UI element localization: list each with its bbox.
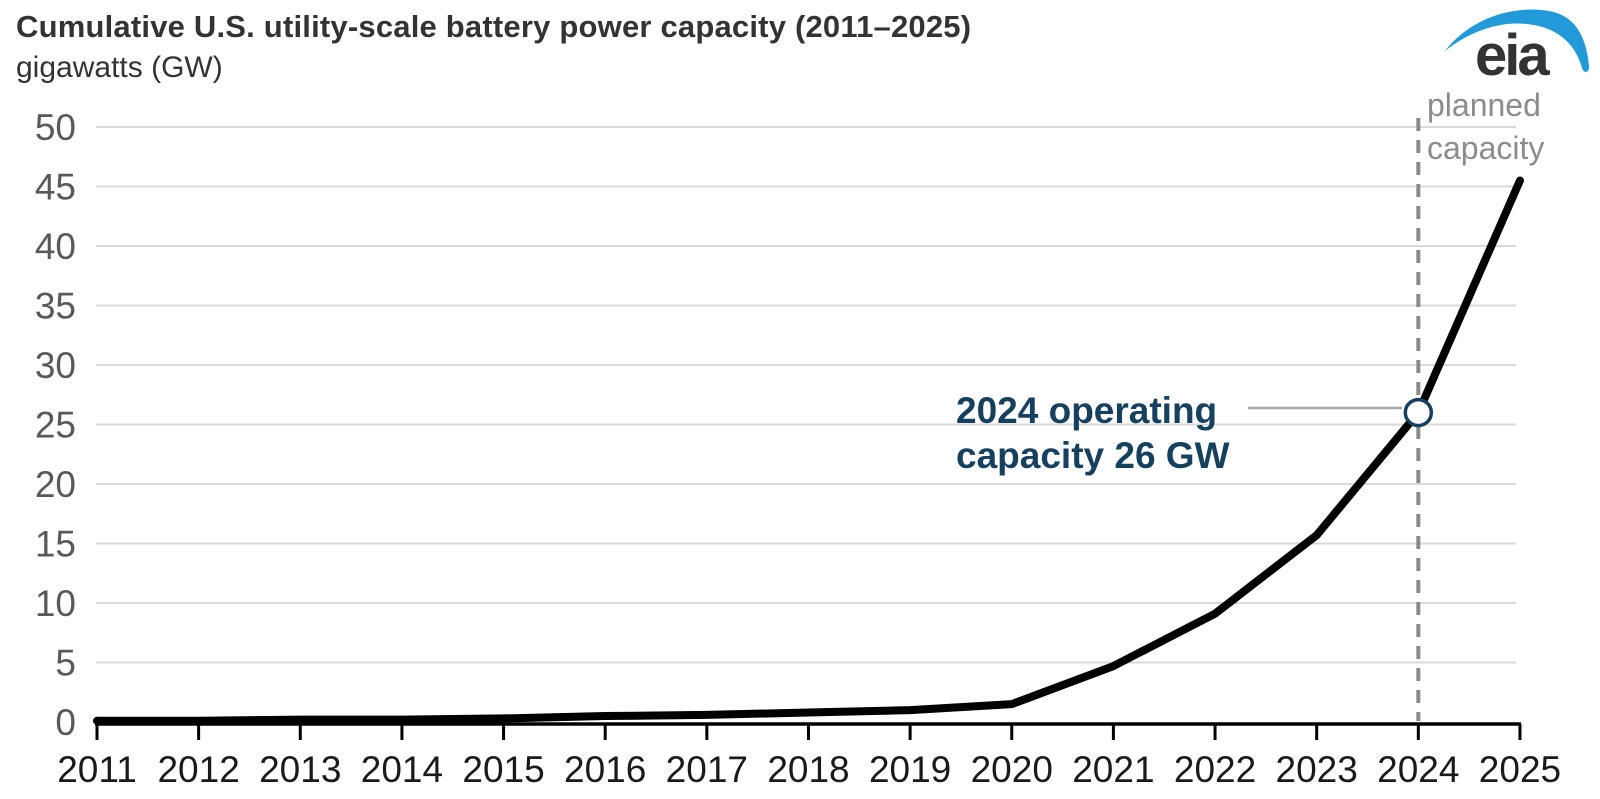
eia-logo: eia bbox=[1445, 9, 1590, 84]
svg-text:2022: 2022 bbox=[1174, 749, 1256, 790]
svg-text:2017: 2017 bbox=[666, 749, 748, 790]
svg-text:2015: 2015 bbox=[462, 749, 544, 790]
svg-text:2012: 2012 bbox=[157, 749, 239, 790]
eia-logo-text: eia bbox=[1475, 23, 1550, 84]
svg-text:30: 30 bbox=[35, 345, 76, 386]
chart-title: Cumulative U.S. utility-scale battery po… bbox=[16, 9, 972, 44]
svg-text:45: 45 bbox=[35, 167, 76, 208]
svg-text:2021: 2021 bbox=[1072, 749, 1154, 790]
svg-text:2013: 2013 bbox=[259, 749, 341, 790]
planned-capacity-label: planned capacity bbox=[1427, 87, 1545, 166]
svg-text:2020: 2020 bbox=[971, 749, 1053, 790]
gridlines bbox=[96, 126, 1516, 664]
svg-text:2024: 2024 bbox=[1377, 749, 1459, 790]
svg-text:0: 0 bbox=[55, 702, 76, 743]
svg-text:50: 50 bbox=[35, 107, 76, 148]
svg-text:2019: 2019 bbox=[869, 749, 951, 790]
svg-text:35: 35 bbox=[35, 286, 76, 327]
svg-text:2014: 2014 bbox=[361, 749, 443, 790]
svg-text:2011: 2011 bbox=[57, 749, 137, 790]
x-axis: 2011 2012 2013 2014 2015 2016 2017 2018 2019 2020… bbox=[57, 722, 1561, 790]
svg-text:20: 20 bbox=[35, 464, 76, 505]
operating-capacity-marker bbox=[1403, 397, 1434, 428]
y-axis-tick-labels: 0 5 10 15 20 25 30 35 40 45 50 bbox=[35, 107, 76, 743]
operating-capacity-annotation: 2024 operating capacity 26 GW bbox=[956, 390, 1230, 476]
svg-text:2016: 2016 bbox=[564, 749, 646, 790]
chart-unit-subtitle: gigawatts (GW) bbox=[16, 51, 223, 84]
svg-text:2023: 2023 bbox=[1276, 749, 1358, 790]
svg-text:40: 40 bbox=[35, 226, 76, 267]
svg-text:10: 10 bbox=[35, 583, 76, 624]
svg-text:2018: 2018 bbox=[767, 749, 849, 790]
svg-text:15: 15 bbox=[35, 524, 76, 565]
capacity-data-line bbox=[93, 176, 1524, 725]
eia-logo-swoosh-icon bbox=[1445, 9, 1590, 72]
svg-text:2025: 2025 bbox=[1479, 749, 1561, 790]
svg-text:25: 25 bbox=[35, 405, 76, 446]
svg-text:5: 5 bbox=[55, 643, 76, 684]
